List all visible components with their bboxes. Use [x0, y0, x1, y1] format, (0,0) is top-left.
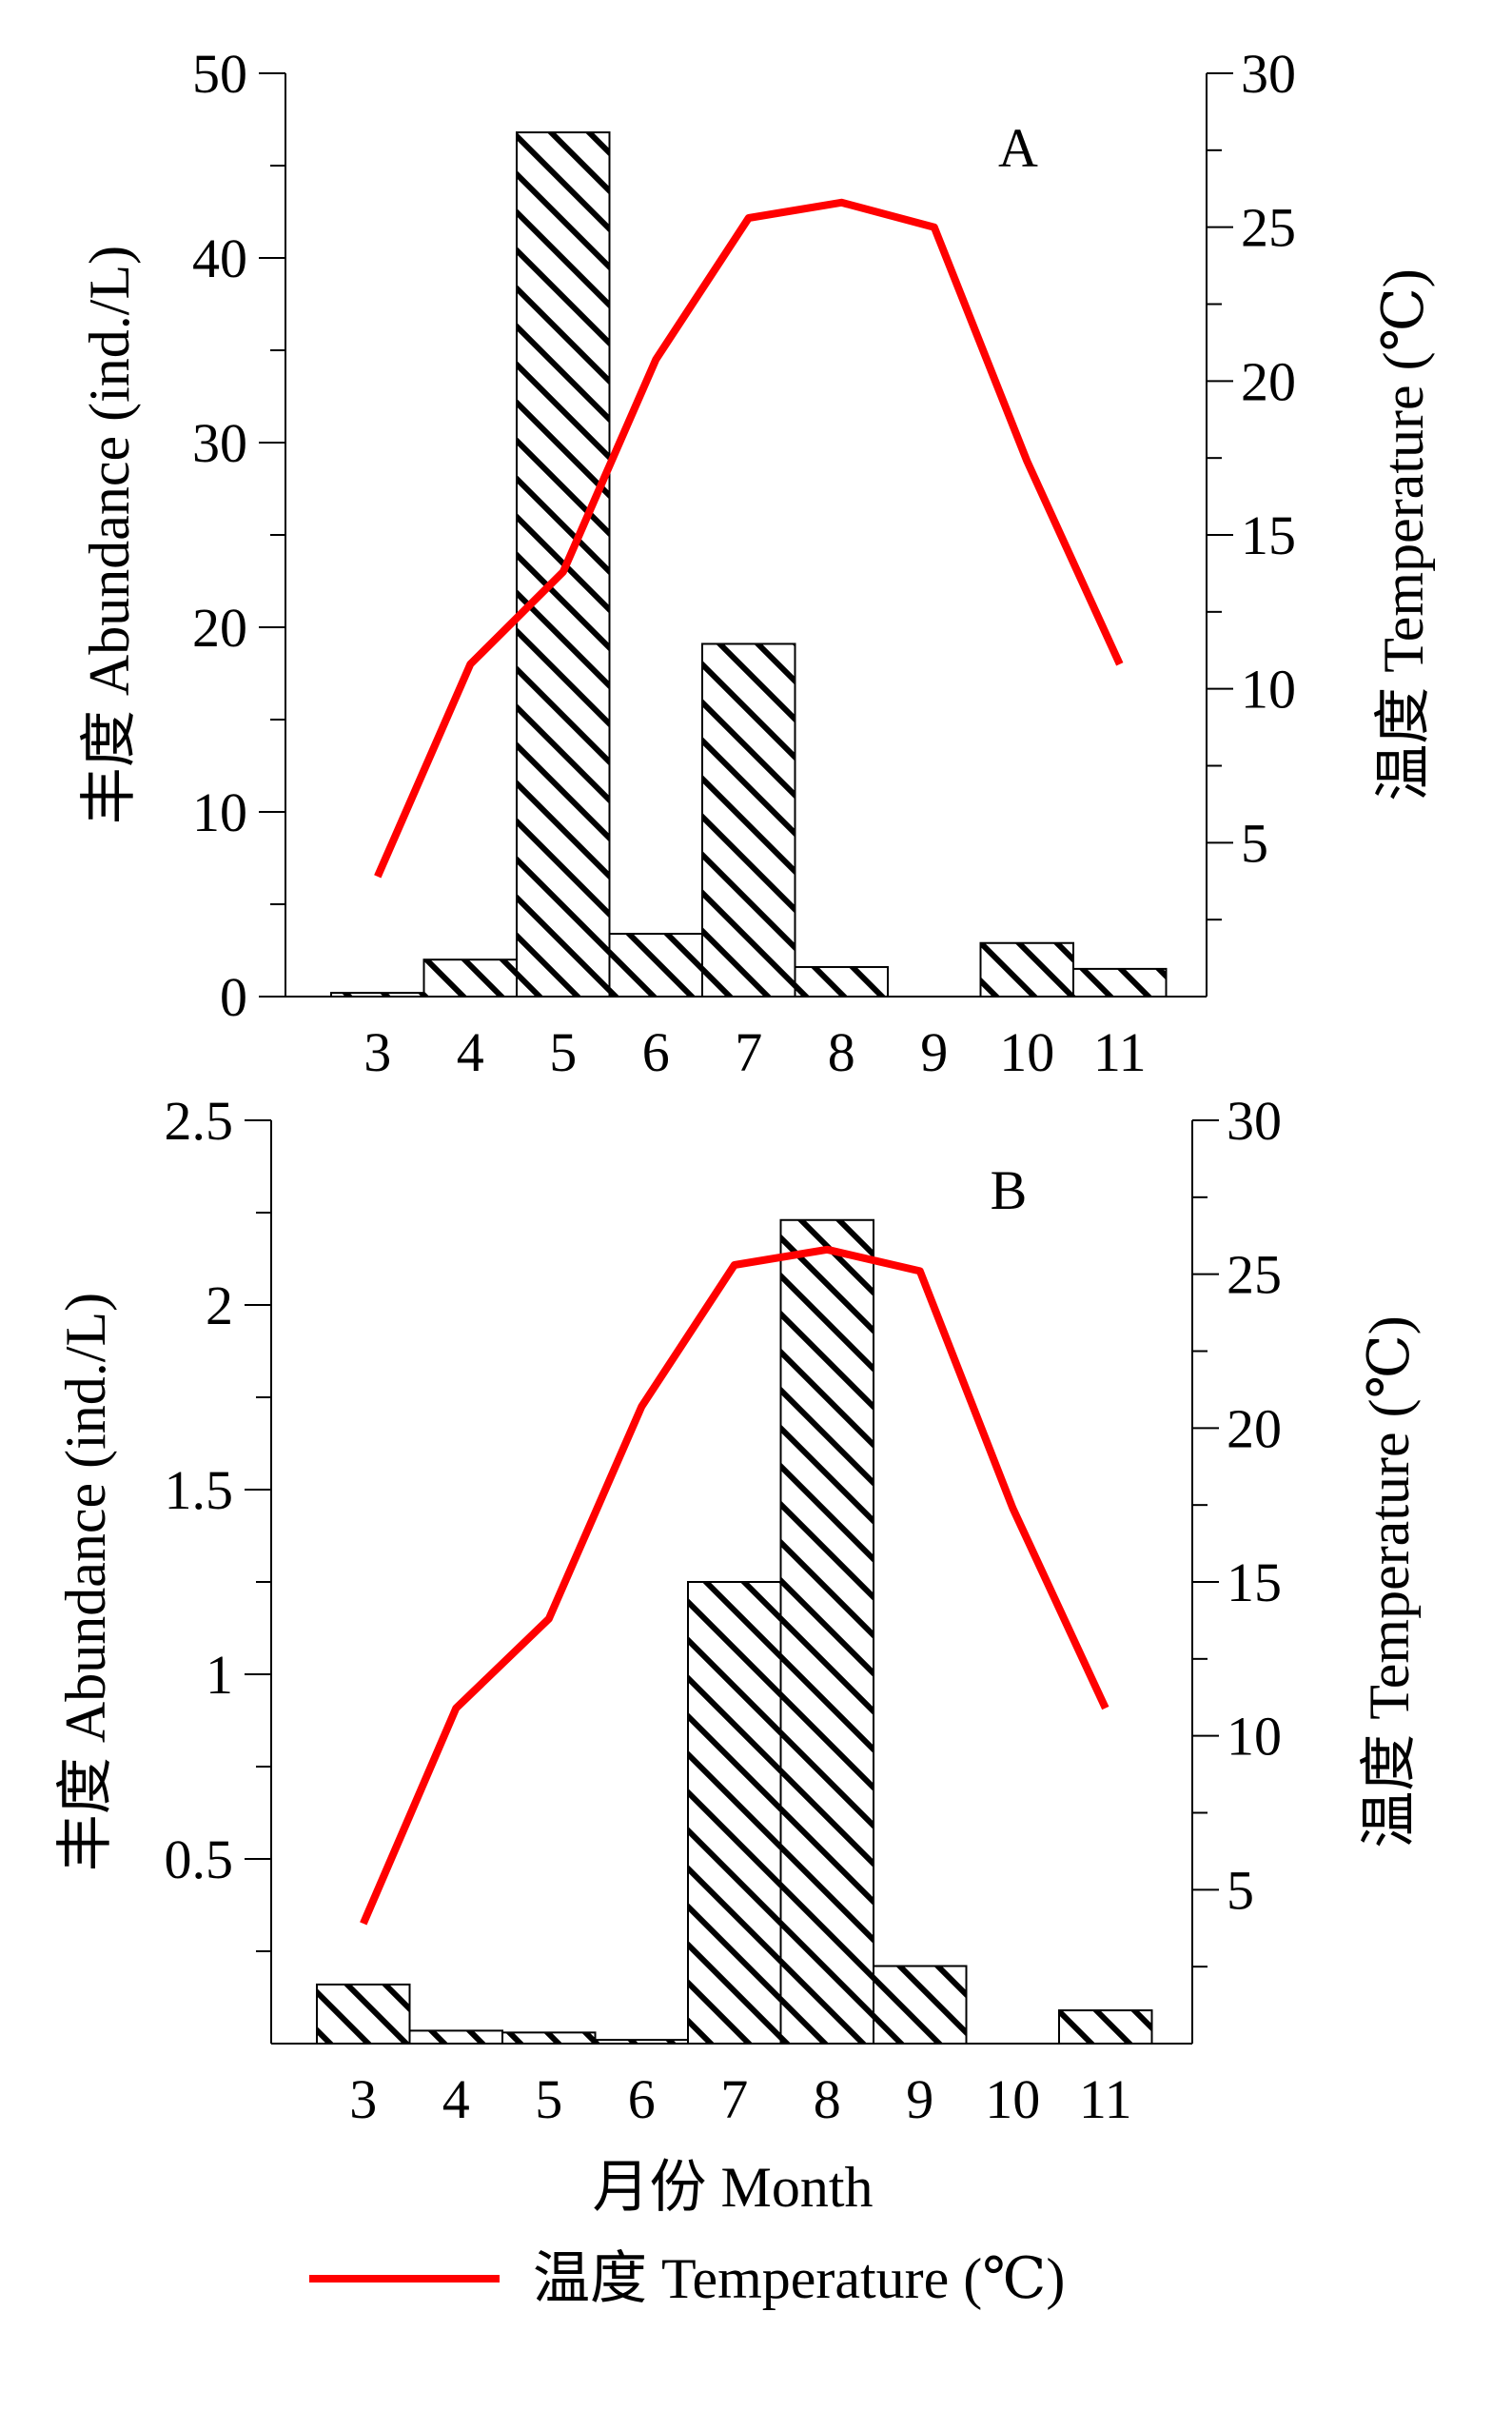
left-tick-label: 30 [192, 412, 247, 474]
x-tick-label: 5 [535, 2068, 562, 2130]
left-tick-label: 0 [220, 966, 247, 1028]
panel-a-y2label: 温度 Temperature (℃) [1372, 268, 1435, 800]
bar-9 [873, 1965, 968, 2045]
bar-8 [794, 965, 889, 998]
panel-b-y2label: 温度 Temperature (℃) [1358, 1315, 1421, 1848]
bar-3 [316, 1983, 411, 2045]
left-tick-label: 40 [192, 227, 247, 289]
right-tick-label: 20 [1227, 1397, 1282, 1459]
bar-6 [608, 933, 703, 998]
left-tick-label: 10 [192, 781, 247, 843]
x-tick-label: 7 [720, 2068, 748, 2130]
left-tick-label: 1 [206, 1644, 233, 1706]
x-tick-label: 3 [349, 2068, 377, 2130]
left-tick-label: 1.5 [165, 1459, 234, 1521]
panel-b: 0.5 1 1.5 2 2.5 5 10 15 20 25 30 3 4 5 6 7 8 9 10 11 B 丰度… [54, 1090, 1421, 2219]
right-tick-label: 15 [1227, 1551, 1282, 1613]
panel-a-ylabel: 丰度 Abundance (ind./L) [78, 246, 141, 824]
left-tick-label: 0.5 [165, 1828, 234, 1890]
right-tick-label: 10 [1227, 1706, 1282, 1768]
x-tick-label: 7 [735, 1021, 762, 1083]
x-tick-label: 8 [828, 1021, 855, 1083]
bar-4 [422, 958, 518, 998]
right-tick-label: 10 [1241, 659, 1296, 721]
bar-11 [1058, 2009, 1153, 2045]
legend-label: 温度 Temperature (℃) [533, 2247, 1065, 2310]
bar-8 [779, 1218, 874, 2045]
panel-b-temperature-line [360, 1245, 1109, 1926]
panel-a-temperature-line [374, 198, 1124, 879]
panel-b-ylabel: 丰度 Abundance (ind./L) [54, 1293, 117, 1871]
right-tick-label: 30 [1227, 1090, 1282, 1152]
bar-7 [687, 1581, 782, 2045]
x-tick-label: 11 [1079, 2068, 1132, 2130]
right-tick-label: 25 [1227, 1244, 1282, 1306]
right-tick-label: 30 [1241, 43, 1296, 105]
x-tick-label: 5 [549, 1021, 577, 1083]
right-tick-label: 5 [1241, 812, 1268, 874]
right-tick-label: 20 [1241, 350, 1296, 412]
x-tick-label: 11 [1093, 1021, 1147, 1083]
panel-b-xlabel: 月份 Month [592, 2156, 873, 2219]
left-tick-label: 50 [192, 43, 247, 105]
x-tick-label: 8 [814, 2068, 841, 2130]
bar-10 [979, 941, 1074, 998]
right-tick-label: 5 [1227, 1859, 1254, 1921]
x-tick-label: 4 [457, 1021, 484, 1083]
left-tick-label: 2.5 [165, 1090, 234, 1152]
bar-5 [501, 2031, 597, 2045]
x-tick-label: 6 [628, 2068, 656, 2130]
panel-b-label: B [991, 1159, 1028, 1221]
right-tick-label: 25 [1241, 197, 1296, 259]
bar-11 [1072, 967, 1168, 998]
panel-a: 0 10 20 30 40 50 5 10 15 20 25 30 3 4 5 6 7 8 9 10 11 A 丰度… [78, 43, 1435, 1083]
x-tick-label: 4 [442, 2068, 470, 2130]
x-tick-label: 10 [985, 2068, 1040, 2130]
right-tick-label: 15 [1241, 504, 1296, 566]
legend: 温度 Temperature (℃) [309, 2247, 1065, 2310]
x-tick-label: 9 [920, 1021, 948, 1083]
bar-7 [701, 642, 796, 998]
panel-a-label: A [998, 117, 1038, 179]
x-tick-label: 9 [906, 2068, 933, 2130]
x-tick-label: 10 [999, 1021, 1054, 1083]
bar-4 [408, 2029, 503, 2045]
left-tick-label: 20 [192, 597, 247, 659]
x-tick-label: 6 [642, 1021, 670, 1083]
left-tick-label: 2 [206, 1275, 233, 1336]
x-tick-label: 3 [363, 1021, 391, 1083]
